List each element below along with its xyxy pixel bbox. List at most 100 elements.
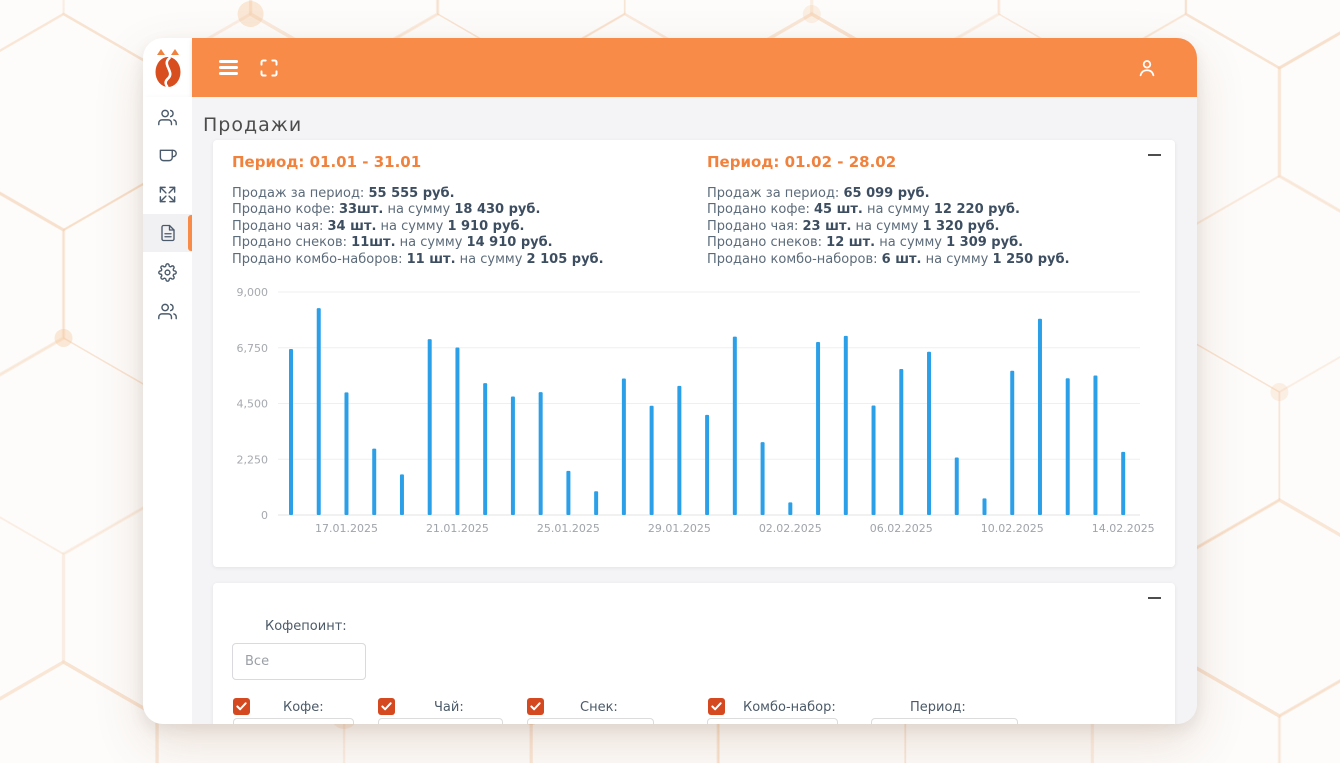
chart-bar: [621, 378, 626, 515]
chart-bar: [982, 498, 987, 515]
stat-line: Продаж за период: 55 555 руб.: [232, 186, 604, 202]
stat-value: 1 910 руб.: [447, 218, 525, 234]
kofepoint-select[interactable]: Все: [232, 643, 366, 680]
y-axis-label: 6,750: [237, 342, 269, 355]
hex-decoration: [1184, 497, 1340, 719]
period-filter-label: Период:: [910, 700, 966, 715]
tea-checkbox[interactable]: [378, 698, 395, 715]
stat-value: 1 320 руб.: [922, 218, 1000, 234]
stat-value: 23 шт.: [802, 218, 852, 234]
period-stats-february: Продаж за период: 65 099 руб. Продано коф…: [707, 186, 1070, 268]
stat-value: 1 250 руб.: [992, 251, 1070, 267]
sales-bar-chart: 0 2,250 4,500 6,750 9,000 17.01.2025 21.01.202…: [237, 286, 1155, 535]
stat-text: Продаж за период:: [232, 186, 369, 201]
chart-bar: [899, 369, 904, 515]
combo-filter-input[interactable]: [707, 718, 838, 724]
sidebar-item-users[interactable]: [143, 98, 192, 136]
coffee-filter-label: Кофе:: [283, 700, 324, 715]
chart-bar: [954, 457, 959, 515]
sidebar-item-coffee[interactable]: [143, 134, 192, 172]
chart-bar: [372, 448, 377, 515]
period-stats-january: Продаж за период: 55 555 руб. Продано коф…: [232, 186, 604, 268]
stat-line: Продано комбо-наборов: 6 шт. на сумму 1 …: [707, 252, 1070, 268]
x-axis-label: 02.02.2025: [759, 522, 822, 535]
period-filter-input[interactable]: [871, 718, 1018, 724]
chart-bar: [538, 392, 543, 515]
stat-value: 18 430 руб.: [454, 202, 541, 218]
stat-value: 33шт.: [338, 202, 384, 218]
hex-decoration: [0, 12, 159, 232]
snack-checkbox[interactable]: [527, 698, 544, 715]
chart-bar: [1093, 375, 1098, 515]
chart-bar: [483, 383, 488, 515]
hex-decoration: [0, 337, 158, 555]
chart-bar: [788, 502, 793, 515]
collapse-panel-button[interactable]: [1146, 591, 1162, 605]
top-header-bar: [192, 38, 1197, 97]
stat-text: на сумму: [921, 251, 993, 267]
icon-sidebar: [143, 97, 192, 724]
coffee-bean-logo-icon: [155, 48, 180, 88]
collapse-panel-button[interactable]: [1146, 148, 1162, 162]
sidebar-item-clients[interactable]: [143, 292, 192, 330]
checkmark-icon: [381, 702, 392, 711]
users-icon: [158, 303, 177, 319]
chart-bar: [816, 342, 821, 515]
hex-decoration: [0, 191, 66, 377]
stat-text: на сумму: [851, 218, 923, 234]
stat-value: 11 шт.: [406, 251, 456, 267]
x-axis-label: 14.02.2025: [1092, 522, 1155, 535]
stat-value: 45 шт.: [813, 202, 863, 218]
combo-checkbox[interactable]: [708, 698, 725, 715]
sidebar-item-expand[interactable]: [143, 175, 192, 213]
tea-filter-label: Чай:: [434, 700, 464, 715]
filter-group-tea: Чай:: [378, 695, 503, 724]
stat-line: Продано комбо-наборов: 11 шт. на сумму 2…: [232, 252, 604, 268]
stat-value: 6 шт.: [881, 251, 922, 267]
stat-text: Продано снеков:: [707, 235, 827, 251]
app-window: Продажи Период: 01.01 - 31.01 Период: 01…: [143, 38, 1197, 724]
y-axis-label: 9,000: [237, 286, 269, 299]
minus-icon: [1147, 597, 1161, 599]
hex-node-dot: [1270, 383, 1289, 401]
user-profile-icon[interactable]: [1136, 57, 1158, 79]
chart-bar: [760, 442, 765, 515]
x-axis-label: 17.01.2025: [315, 522, 378, 535]
chart-bar: [1037, 318, 1042, 515]
x-axis-label: 10.02.2025: [981, 522, 1044, 535]
stat-text: на сумму: [376, 218, 448, 234]
stat-value: 14 910 руб.: [466, 235, 553, 251]
chart-bar: [677, 385, 682, 515]
filters-card: Кофепоинт: Все Кофе: Чай: Снек: К: [213, 583, 1175, 724]
hamburger-menu-icon[interactable]: [219, 56, 238, 78]
hex-decoration: [1278, 355, 1340, 537]
tea-filter-input[interactable]: [378, 718, 503, 724]
kofepoint-label: Кофепоинт:: [265, 619, 347, 634]
chart-bar: [427, 339, 432, 515]
period-heading-january: Период: 01.01 - 31.01: [232, 153, 422, 171]
x-axis-label: 29.01.2025: [648, 522, 711, 535]
coffee-filter-input[interactable]: [233, 718, 354, 724]
stat-text: Продано чая:: [707, 218, 803, 234]
snack-filter-input[interactable]: [527, 718, 654, 724]
checkmark-icon: [236, 702, 247, 711]
stat-line: Продано кофе: 45 шт. на сумму 12 220 руб…: [707, 202, 1070, 218]
stat-text: Продаж за период:: [707, 186, 844, 201]
stat-text: на сумму: [862, 202, 934, 218]
sidebar-item-settings[interactable]: [143, 253, 192, 291]
gear-icon: [158, 262, 177, 282]
stat-text: на сумму: [455, 251, 527, 267]
stat-text: Продано кофе:: [707, 202, 814, 218]
chart-bar: [566, 470, 571, 515]
chart-bar: [705, 414, 710, 515]
stat-value: 12 шт.: [826, 235, 876, 251]
coffee-checkbox[interactable]: [233, 698, 250, 715]
hex-node-dot: [54, 329, 73, 347]
hex-decoration: [1277, 30, 1340, 214]
hex-node-dot: [237, 1, 264, 27]
chart-bar: [1010, 370, 1015, 515]
hex-decoration: [1278, 680, 1340, 763]
sidebar-item-report[interactable]: [143, 214, 192, 252]
filter-group-combo: Комбо-набор:: [707, 695, 839, 724]
fullscreen-icon[interactable]: [259, 58, 279, 78]
